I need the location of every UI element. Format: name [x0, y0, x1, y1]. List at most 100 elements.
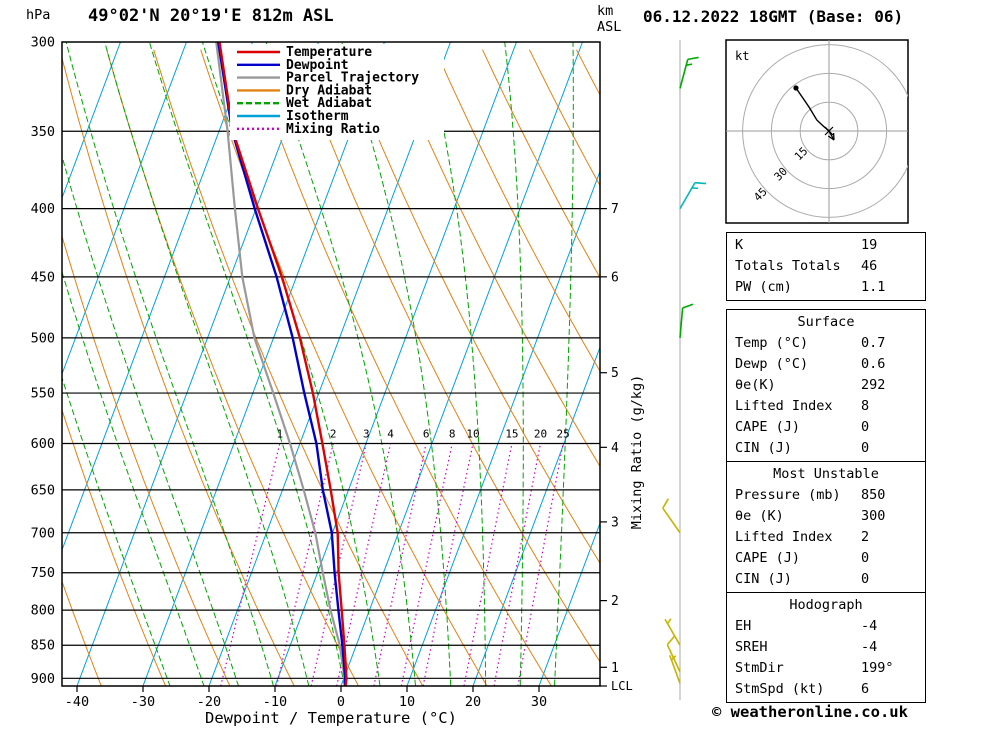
- svg-text:850: 850: [31, 638, 55, 654]
- stat-label: CIN (J): [735, 571, 792, 587]
- stat-label: Pressure (mb): [735, 487, 841, 503]
- svg-text:kt: kt: [735, 49, 749, 63]
- svg-text:2: 2: [611, 594, 619, 609]
- svg-text:4: 4: [611, 441, 619, 456]
- stat-label: PW (cm): [735, 279, 792, 295]
- stat-value: 0: [861, 440, 870, 456]
- temperature-line: [218, 42, 348, 686]
- svg-text:Parcel Trajectory: Parcel Trajectory: [286, 71, 419, 86]
- stat-label: StmSpd (kt): [735, 681, 825, 697]
- pressure-tick-labels: 300 350 400 450 500 550 600 650 700 750 800 850 900: [31, 35, 55, 687]
- svg-text:20: 20: [534, 427, 547, 440]
- svg-text:Isotherm: Isotherm: [286, 109, 349, 124]
- temperature-tick-labels: -40 -30 -20 -10 0 10 20 30: [65, 686, 547, 710]
- svg-text:30: 30: [531, 694, 547, 710]
- stat-label: StmDir: [735, 660, 784, 676]
- parcel-trajectory-line: [215, 42, 347, 686]
- pressure-axis-unit-label: hPa: [26, 7, 51, 23]
- asl-label: ASL: [597, 19, 622, 35]
- pressure-gridlines: [62, 130, 600, 679]
- km-label: km: [597, 3, 614, 19]
- svg-text:25: 25: [556, 427, 569, 440]
- stat-value: 0.7: [861, 335, 886, 351]
- stat-label: CAPE (J): [735, 419, 801, 435]
- svg-text:Dry Adiabat: Dry Adiabat: [286, 83, 372, 98]
- stat-value: 46: [861, 258, 878, 274]
- svg-text:10: 10: [466, 427, 479, 440]
- plot-border: [61, 41, 601, 687]
- svg-text:500: 500: [31, 330, 55, 346]
- stat-label: CAPE (J): [735, 550, 801, 566]
- stat-label: Lifted Index: [735, 398, 833, 414]
- svg-text:Wet Adiabat: Wet Adiabat: [286, 96, 372, 111]
- svg-text:-30: -30: [131, 694, 155, 710]
- stat-value: 1.1: [861, 279, 886, 295]
- most-unstable-table: Most Unstable Pressure (mb) 850 θe (K) 300…: [726, 461, 926, 593]
- stat-label: Temp (°C): [735, 335, 809, 351]
- table-row: StmSpd (kt) 6: [727, 679, 925, 700]
- km-asl-axis-unit-label: km ASL: [597, 3, 621, 35]
- table-header: Most Unstable: [773, 466, 879, 482]
- stat-value: 8: [861, 398, 870, 414]
- stat-value: 2: [861, 529, 870, 545]
- svg-text:-20: -20: [197, 694, 221, 710]
- table-row: Totals Totals 46: [727, 256, 925, 277]
- surface-table: Surface Temp (°C) 0.7 Dewp (°C) 0.6 θe(K) 2…: [726, 309, 926, 462]
- hodograph-table: Hodograph EH -4 SREH -4 StmDir 199° StmSpd …: [726, 592, 926, 703]
- svg-text:650: 650: [31, 482, 55, 498]
- stat-value: -4: [861, 618, 878, 634]
- svg-text:600: 600: [31, 436, 55, 452]
- table-row: Dewp (°C) 0.6: [727, 354, 925, 375]
- table-row: CIN (J) 0: [727, 569, 925, 590]
- table-row: CIN (J) 0: [727, 438, 925, 459]
- svg-text:20: 20: [465, 694, 481, 710]
- mixing-ratio-labels: 1 2 3 4 6 8 10 15 20 25: [276, 427, 569, 440]
- svg-text:6: 6: [611, 270, 619, 285]
- stat-label: Lifted Index: [735, 529, 833, 545]
- svg-text:4: 4: [387, 427, 394, 440]
- svg-text:LCL: LCL: [611, 679, 633, 693]
- svg-text:1: 1: [611, 661, 619, 676]
- temperature-axis-label: Dewpoint / Temperature (°C): [205, 709, 457, 727]
- table-row: θe(K) 292: [727, 375, 925, 396]
- svg-text:3: 3: [611, 515, 619, 530]
- svg-text:2: 2: [330, 427, 337, 440]
- svg-text:400: 400: [31, 201, 55, 217]
- stat-value: -4: [861, 639, 878, 655]
- stat-label: SREH: [735, 639, 768, 655]
- mixing-axis-label: Mixing Ratio (g/kg): [629, 375, 645, 529]
- stat-value: 199°: [861, 660, 894, 676]
- table-row: θe (K) 300: [727, 506, 925, 527]
- table-row: SREH -4: [727, 637, 925, 658]
- svg-text:450: 450: [31, 269, 55, 285]
- table-row: CAPE (J) 0: [727, 548, 925, 569]
- svg-text:550: 550: [31, 386, 55, 402]
- svg-text:15: 15: [505, 427, 518, 440]
- datetime-title: 06.12.2022 18GMT (Base: 06): [643, 7, 904, 26]
- svg-text:900: 900: [31, 671, 55, 687]
- svg-text:Dewpoint: Dewpoint: [286, 58, 349, 73]
- stat-value: 0: [861, 550, 870, 566]
- wind-barb-column: [662, 40, 707, 700]
- svg-text:300: 300: [31, 35, 55, 51]
- km-axis-ticks: 1 2 3 4 5 6 7 LCL: [600, 202, 633, 693]
- table-row: Pressure (mb) 850: [727, 485, 925, 506]
- stat-label: EH: [735, 618, 752, 634]
- stat-label: θe(K): [735, 377, 776, 393]
- stat-value: 850: [861, 487, 886, 503]
- svg-text:10: 10: [399, 694, 415, 710]
- svg-text:Mixing Ratio: Mixing Ratio: [286, 122, 380, 137]
- stat-label: K: [735, 237, 744, 253]
- svg-text:700: 700: [31, 525, 55, 541]
- table-row: K 19: [727, 235, 925, 256]
- stat-value: 19: [861, 237, 878, 253]
- stat-label: CIN (J): [735, 440, 792, 456]
- sounding-profiles: [215, 42, 348, 686]
- table-row: CAPE (J) 0: [727, 417, 925, 438]
- svg-text:7: 7: [611, 202, 619, 217]
- svg-text:750: 750: [31, 565, 55, 581]
- svg-text:800: 800: [31, 603, 55, 619]
